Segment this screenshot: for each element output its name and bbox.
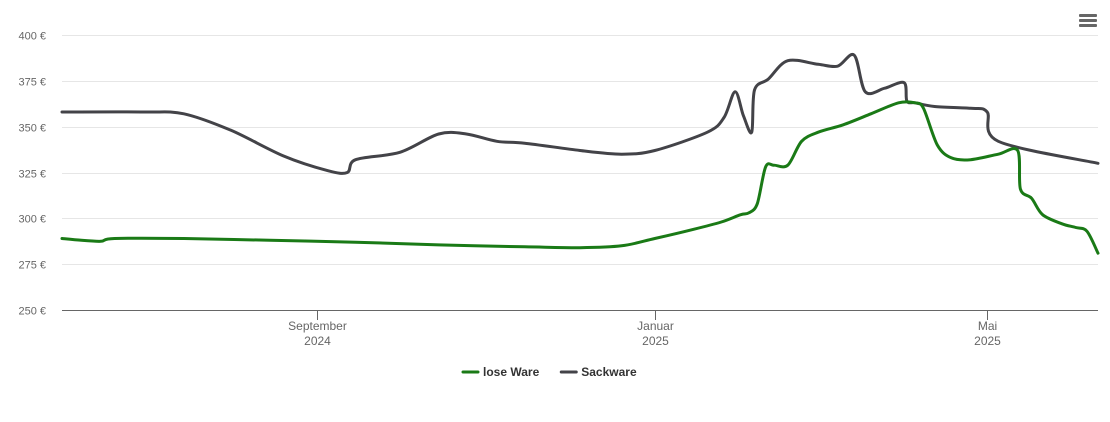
series-line-lose-ware: [60, 100, 1100, 255]
legend-item-sackware[interactable]: Sackware: [559, 365, 637, 379]
x-tick-year-label: 2024: [304, 334, 331, 348]
x-tick-label: Mai: [978, 319, 997, 333]
x-tick-year-label: 2025: [642, 334, 669, 348]
y-tick-label: 350 €: [18, 123, 46, 135]
chart-menu-icon[interactable]: [1078, 12, 1098, 32]
series-line-sackware: [60, 52, 1100, 175]
legend-label: lose Ware: [483, 365, 540, 379]
legend: lose Ware Sackware: [461, 365, 637, 379]
x-tick-label: Januar: [637, 319, 674, 333]
y-tick-label: 375 €: [18, 77, 46, 89]
legend-label: Sackware: [581, 365, 637, 379]
x-tick-year-label: 2025: [974, 334, 1001, 348]
menu-bar-2: [1079, 19, 1097, 22]
grid-layer: [62, 35, 1098, 265]
axis-layer: 250 € 275 € 300 € 325 € 350 € 375 € 400 € Septe…: [18, 31, 1098, 348]
menu-bar-1: [1079, 14, 1097, 17]
x-tick-label: September: [288, 319, 347, 333]
series-layer: [60, 52, 1100, 255]
y-tick-label: 325 €: [18, 169, 46, 181]
menu-bar-3: [1079, 24, 1097, 27]
y-tick-label: 400 €: [18, 31, 46, 43]
y-tick-label: 250 €: [18, 306, 46, 318]
y-tick-label: 300 €: [18, 214, 46, 226]
legend-item-lose-ware[interactable]: lose Ware: [461, 365, 540, 379]
y-tick-label: 275 €: [18, 260, 46, 272]
